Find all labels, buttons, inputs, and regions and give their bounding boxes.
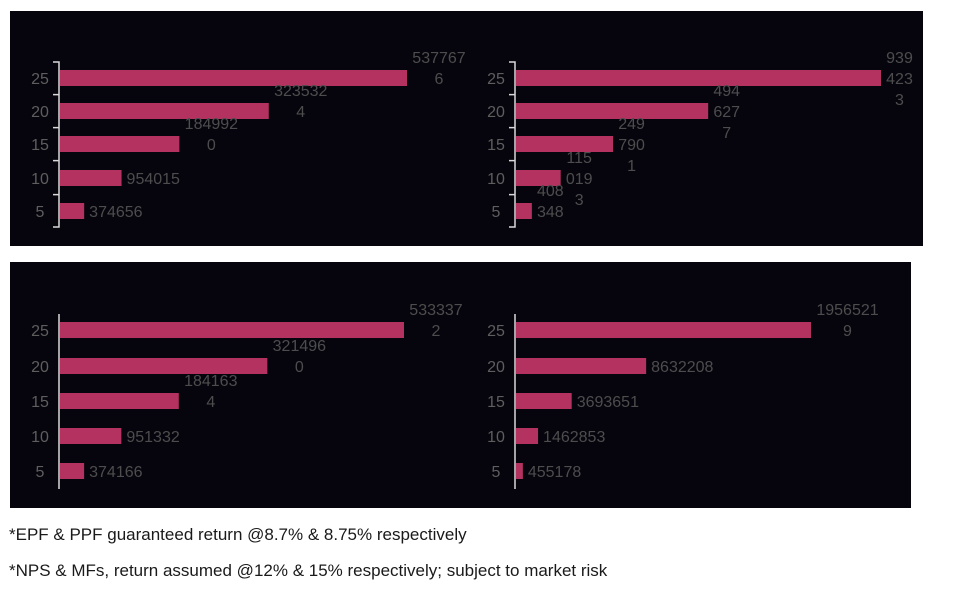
- category-label: 25: [487, 71, 505, 88]
- y-axis: [53, 61, 60, 228]
- bar: [60, 393, 179, 409]
- category-label: 20: [31, 359, 49, 376]
- bar: [516, 103, 709, 119]
- chart-nps: 25 533337 2 20 321496 0 15 184163 4 10 951332 5 3741…: [31, 302, 463, 489]
- category-label: 10: [31, 171, 49, 188]
- data-label: 494 627 7: [713, 83, 740, 142]
- category-label: 15: [31, 137, 49, 154]
- bar: [60, 463, 85, 479]
- bar: [516, 322, 811, 338]
- data-label: 533337 2: [409, 302, 462, 340]
- data-label: 184163 4: [184, 373, 237, 411]
- data-label: 951332: [126, 429, 179, 446]
- data-label: 408 348: [537, 183, 564, 221]
- category-label: 25: [31, 323, 49, 340]
- bar: [60, 136, 180, 152]
- data-label: 115 019 3: [566, 150, 593, 209]
- y-axis: [509, 61, 516, 228]
- data-label: 455178: [528, 464, 581, 481]
- category-label: 10: [487, 429, 505, 446]
- data-label: 8632208: [651, 359, 713, 376]
- bar: [60, 103, 269, 119]
- bar: [60, 70, 407, 86]
- data-label: 374166: [89, 464, 142, 481]
- category-label: 5: [36, 204, 45, 221]
- category-label: 15: [31, 394, 49, 411]
- data-label: 374656: [89, 204, 142, 221]
- data-label: 184992 0: [185, 116, 238, 154]
- chart-panel-top: [10, 11, 923, 246]
- bar: [516, 358, 647, 374]
- chart-epf: 25 537767 6 20 323532 4 15 184992 0 10 954015 5 3746…: [31, 50, 466, 228]
- bar: [516, 203, 532, 219]
- bar: [516, 428, 539, 444]
- data-label: 1462853: [543, 429, 605, 446]
- data-label: 939 423 3: [886, 50, 913, 109]
- bar: [516, 170, 561, 186]
- bar: [516, 70, 881, 86]
- chart-mf: 25 1956521 9 20 8632208 15 3693651 10 1462853 5 45…: [487, 302, 879, 489]
- footnote-assumed-return: *NPS & MFs, return assumed @12% & 15% re…: [9, 561, 608, 580]
- bar: [60, 170, 122, 186]
- category-label: 5: [36, 464, 45, 481]
- category-label: 20: [487, 359, 505, 376]
- data-label: 954015: [127, 171, 180, 188]
- category-label: 10: [487, 171, 505, 188]
- bar: [60, 358, 268, 374]
- data-label: 537767 6: [412, 50, 465, 88]
- data-label: 1956521 9: [816, 302, 878, 340]
- category-label: 25: [487, 323, 505, 340]
- bar: [516, 136, 614, 152]
- bar: [60, 203, 85, 219]
- footnote-guaranteed-return: *EPF & PPF guaranteed return @8.7% & 8.7…: [9, 525, 467, 544]
- category-label: 15: [487, 394, 505, 411]
- category-label: 20: [31, 104, 49, 121]
- bar: [60, 322, 404, 338]
- data-label: 321496 0: [273, 338, 326, 376]
- chart-panel-bottom: [10, 262, 911, 508]
- category-label: 15: [487, 137, 505, 154]
- data-label: 3693651: [577, 394, 639, 411]
- bar: [60, 428, 122, 444]
- chart-ppf: 25 939 423 3 20 494 627 7 15 249 790 1 10 115 019 3 5 408…: [487, 50, 913, 228]
- bar: [516, 463, 523, 479]
- data-label: 249 790 1: [618, 116, 645, 175]
- category-label: 5: [492, 204, 501, 221]
- category-label: 5: [492, 464, 501, 481]
- bar: [516, 393, 572, 409]
- data-label: 323532 4: [274, 83, 327, 121]
- category-label: 20: [487, 104, 505, 121]
- category-label: 10: [31, 429, 49, 446]
- category-label: 25: [31, 71, 49, 88]
